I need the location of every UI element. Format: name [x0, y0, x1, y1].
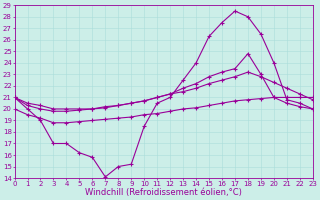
X-axis label: Windchill (Refroidissement éolien,°C): Windchill (Refroidissement éolien,°C)	[85, 188, 242, 197]
